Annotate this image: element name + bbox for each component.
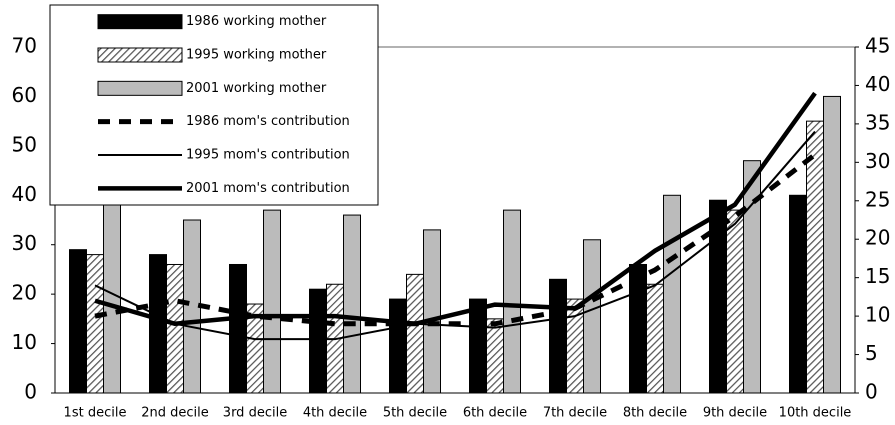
line [94, 91, 817, 327]
y2-tick-label: 45 [865, 34, 890, 58]
y-tick-label: 0 [24, 380, 37, 404]
bar [229, 263, 247, 394]
bar [103, 184, 121, 394]
bar [343, 214, 361, 394]
bar [389, 298, 407, 394]
bar [709, 199, 727, 394]
x-tick-label: 5th decile [383, 406, 447, 421]
bar [166, 263, 184, 394]
bar [743, 160, 761, 394]
bar [789, 194, 807, 394]
bar [583, 239, 601, 394]
x-tick-label: 8th decile [623, 406, 687, 421]
line [94, 130, 816, 341]
y2-tick-label: 15 [865, 264, 890, 288]
bar [86, 254, 104, 394]
legend-swatch [97, 14, 183, 30]
bar [503, 209, 521, 394]
bar [663, 194, 681, 394]
legend-swatch [97, 80, 183, 96]
bar [726, 209, 744, 394]
bar [646, 283, 664, 394]
y2-tick-label: 5 [865, 341, 878, 365]
x-tick-label: 7th decile [543, 406, 607, 421]
legend-label: 2001 mom's contribution [186, 181, 350, 196]
y2-tick-label: 10 [865, 303, 890, 327]
x-tick-label: 1st decile [64, 406, 127, 421]
y-tick-label: 50 [12, 132, 37, 156]
y2-tick-label: 0 [865, 380, 878, 404]
bar [149, 254, 167, 394]
legend-label: 2001 working mother [186, 81, 327, 96]
x-tick-label: 10th decile [779, 406, 852, 421]
y2-tick-label: 40 [865, 72, 890, 96]
x-tick-label: 9th decile [703, 406, 767, 421]
y2-tick-label: 35 [865, 110, 890, 134]
bar [469, 298, 487, 394]
y2-tick-label: 20 [865, 226, 890, 250]
bar [486, 318, 504, 394]
legend-label: 1986 mom's contribution [186, 114, 350, 129]
y-tick-label: 30 [12, 231, 37, 255]
y2-tick-label: 30 [865, 149, 890, 173]
x-tick-label: 6th decile [463, 406, 527, 421]
legend-label: 1995 working mother [186, 48, 327, 63]
legend-swatch [97, 47, 183, 63]
bar [823, 95, 841, 394]
y-tick-label: 10 [12, 330, 37, 354]
bar [309, 288, 327, 394]
bar [423, 229, 441, 394]
legend-label: 1995 mom's contribution [186, 148, 350, 163]
legend-label: 1986 working mother [186, 14, 327, 29]
legend-box [49, 4, 379, 206]
x-tick-label: 4th decile [303, 406, 367, 421]
bar [406, 273, 424, 394]
x-tick-label: 2nd decile [141, 406, 209, 421]
y2-tick-label: 25 [865, 187, 890, 211]
y-tick-label: 20 [12, 281, 37, 305]
bar [549, 278, 567, 394]
y-tick-label: 70 [12, 34, 37, 58]
x-tick-label: 3rd decile [223, 406, 287, 421]
y-tick-label: 40 [12, 182, 37, 206]
y-tick-label: 60 [12, 83, 37, 107]
bar [263, 209, 281, 394]
bar [69, 249, 87, 394]
line [94, 152, 817, 327]
